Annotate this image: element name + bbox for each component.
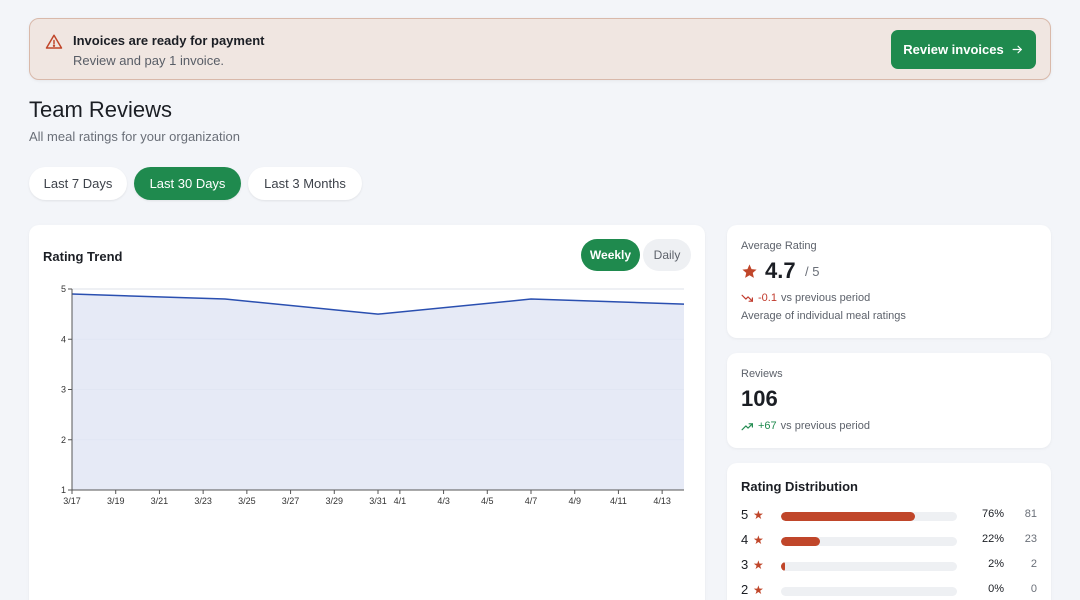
rating-trend-card: Rating Trend Weekly Daily 1 2 3 4 5 3/17 3/19 3…: [29, 225, 705, 600]
rating-distribution-card: Rating Distribution 5 ★ 76% 81 4 ★ 22% 2…: [727, 463, 1051, 600]
distribution-bar-fill: [781, 562, 785, 571]
distribution-bar-track: [781, 512, 957, 521]
row-stars: 3: [741, 557, 749, 572]
tab-last-7-days[interactable]: Last 7 Days: [29, 167, 127, 200]
reviews-value: 106: [741, 386, 778, 411]
x-tick-label: 4/1: [394, 496, 407, 506]
x-tick-label: 3/31: [369, 496, 387, 506]
reviews-label: Reviews: [741, 368, 783, 380]
weekly-toggle[interactable]: Weekly: [581, 239, 640, 271]
average-rating-delta-value: -0.1: [758, 292, 777, 304]
reviews-delta-value: +67: [758, 420, 777, 432]
x-tick-label: 4/5: [481, 496, 494, 506]
x-tick-label: 4/11: [610, 496, 627, 506]
distribution-row-4: 4 ★ 22% 23: [741, 532, 1037, 548]
row-count: 23: [1024, 533, 1037, 545]
distribution-row-5: 5 ★ 76% 81: [741, 507, 1037, 523]
reviews-delta: +67 vs previous period: [741, 420, 870, 432]
page-subtitle: All meal ratings for your organization: [29, 129, 240, 144]
row-stars: 2: [741, 582, 749, 597]
review-invoices-label: Review invoices: [903, 42, 1004, 57]
row-count: 2: [1030, 558, 1037, 570]
star-icon: ★: [753, 533, 764, 547]
review-invoices-button[interactable]: Review invoices: [891, 30, 1036, 69]
row-stars: 5: [741, 507, 749, 522]
arrow-right-icon: [1012, 45, 1022, 54]
page-title: Team Reviews: [29, 97, 173, 122]
distribution-bar-track: [781, 587, 957, 596]
distribution-bar-fill: [781, 512, 915, 521]
average-rating-note: Average of individual meal ratings: [741, 310, 906, 322]
banner-title: Invoices are ready for payment: [73, 33, 265, 48]
distribution-bar-fill: [781, 537, 820, 546]
daily-toggle[interactable]: Daily: [643, 239, 691, 271]
distribution-row-3: 3 ★ 2% 2: [741, 557, 1037, 573]
tab-last-3-months[interactable]: Last 3 Months: [248, 167, 362, 200]
trend-up-icon: [741, 422, 753, 430]
x-tick-label: 3/29: [326, 496, 344, 506]
average-rating-out-of: / 5: [805, 264, 820, 279]
x-tick-label: 3/19: [107, 496, 125, 506]
distribution-bar-track: [781, 562, 957, 571]
average-rating-value: 4.7: [765, 258, 796, 283]
average-rating-label: Average Rating: [741, 240, 817, 252]
banner-subtitle: Review and pay 1 invoice.: [73, 53, 225, 68]
x-tick-label: 3/17: [63, 496, 81, 506]
weekly-label: Weekly: [589, 248, 632, 262]
row-percent: 0%: [988, 583, 1004, 595]
row-count: 0: [1030, 583, 1037, 595]
star-icon: ★: [753, 558, 764, 572]
row-percent: 2%: [988, 558, 1004, 570]
daily-label: Daily: [653, 248, 681, 262]
rating-trend-title: Rating Trend: [43, 249, 123, 264]
x-tick-label: 4/3: [437, 496, 450, 506]
rating-trend-chart: 1 2 3 4 5 3/17 3/19 3/21 3/23 3/25 3/27 3/29 3/31 4/1…: [61, 284, 685, 506]
rating-distribution-title: Rating Distribution: [741, 479, 858, 494]
y-tick-label: 4: [61, 334, 66, 344]
tab-label: Last 7 Days: [43, 176, 113, 191]
x-tick-label: 4/13: [653, 496, 671, 506]
row-count: 81: [1024, 508, 1037, 520]
trend-down-icon: [741, 294, 753, 302]
x-tick-label: 3/27: [282, 496, 300, 506]
average-rating-delta-suffix: vs previous period: [780, 292, 871, 304]
reviews-card: Reviews 106 +67 vs previous period: [727, 353, 1051, 448]
rating-area: [72, 294, 684, 490]
row-percent: 22%: [981, 533, 1004, 545]
average-rating-delta: -0.1 vs previous period: [741, 292, 870, 304]
row-percent: 76%: [981, 508, 1004, 520]
star-icon: ★: [753, 508, 764, 522]
tab-label: Last 3 Months: [264, 176, 346, 191]
y-tick-label: 3: [61, 385, 66, 395]
invoice-banner: Invoices are ready for payment Review an…: [29, 18, 1051, 80]
tab-label: Last 30 Days: [149, 176, 226, 191]
warning-icon: [45, 34, 63, 49]
star-icon: ★: [753, 583, 764, 597]
reviews-delta-suffix: vs previous period: [780, 420, 870, 432]
distribution-row-2: 2 ★ 0% 0: [741, 582, 1037, 598]
average-rating-card: Average Rating 4.7 / 5 -0.1 vs previous …: [727, 225, 1051, 338]
y-tick-label: 2: [61, 435, 66, 445]
y-tick-label: 5: [61, 284, 66, 294]
star-icon: [742, 264, 757, 278]
x-tick-label: 3/25: [238, 496, 256, 506]
x-tick-label: 4/7: [525, 496, 538, 506]
x-tick-label: 3/21: [151, 496, 169, 506]
row-stars: 4: [741, 532, 749, 547]
x-tick-label: 3/23: [194, 496, 212, 506]
x-tick-label: 4/9: [568, 496, 581, 506]
distribution-bar-track: [781, 537, 957, 546]
tab-last-30-days[interactable]: Last 30 Days: [134, 167, 241, 200]
y-tick-label: 1: [61, 485, 66, 495]
